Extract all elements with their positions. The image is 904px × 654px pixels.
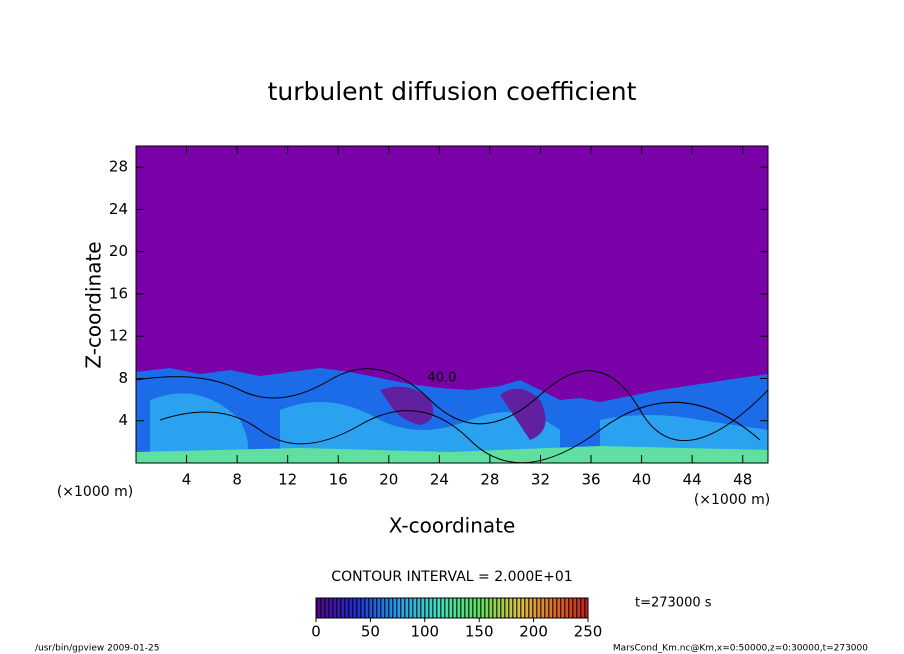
x-tick-label: 16 [329, 471, 348, 489]
contour-interval: CONTOUR INTERVAL = 2.000E+01 [331, 569, 572, 585]
colorbar-tick-label: 50 [361, 623, 380, 641]
colorbar-frame [315, 597, 589, 619]
contour-line [136, 368, 768, 463]
time-label: t=273000 s [635, 596, 712, 611]
footer-left: /usr/bin/gpview 2009-01-25 [35, 644, 159, 654]
field-mid [150, 393, 768, 463]
contour-label: 40.0 [428, 371, 457, 386]
x-unit: (×1000 m) [694, 492, 770, 508]
colorbar-lines [316, 598, 588, 618]
y-tick-label: 12 [109, 327, 128, 345]
x-tick-label: 48 [733, 471, 752, 489]
field: 40.0 [136, 146, 768, 463]
x-tick-label: 40 [632, 471, 651, 489]
y-tick-label: 8 [118, 369, 128, 387]
y-tick-label: 24 [109, 200, 128, 218]
x-tick-label: 28 [480, 471, 499, 489]
colorbar-tick-label: 150 [465, 623, 494, 641]
chart-title: turbulent diffusion coefficient [268, 77, 637, 106]
plot-frame [135, 145, 769, 464]
colorbar-tick-label: 0 [311, 623, 321, 641]
y-axis-label: Z-coordinate [82, 241, 106, 368]
x-tick-label: 12 [278, 471, 297, 489]
footer-right: MarsCond_Km.nc@Km,x=0:50000,z=0:30000,t=… [613, 644, 868, 654]
y-tick-label: 20 [109, 242, 128, 260]
x-tick-label: 4 [182, 471, 192, 489]
x-tick-label: 20 [379, 471, 398, 489]
y-tick-label: 4 [118, 411, 128, 429]
x-tick-label: 8 [232, 471, 242, 489]
x-tick-label: 32 [531, 471, 550, 489]
field-surface [136, 446, 768, 463]
x-tick-label: 44 [683, 471, 702, 489]
colorbar-tick-label: 100 [410, 623, 439, 641]
y-tick-label: 16 [109, 284, 128, 302]
field-eddy [380, 386, 546, 440]
y-unit: (×1000 m) [57, 484, 133, 500]
y-tick-label: 28 [109, 158, 128, 176]
x-tick-label: 36 [581, 471, 600, 489]
x-axis-label: X-coordinate [389, 514, 516, 538]
colorbar-tick-label: 250 [574, 623, 603, 641]
colorbar-tick-label: 200 [519, 623, 548, 641]
x-tick-label: 24 [430, 471, 449, 489]
